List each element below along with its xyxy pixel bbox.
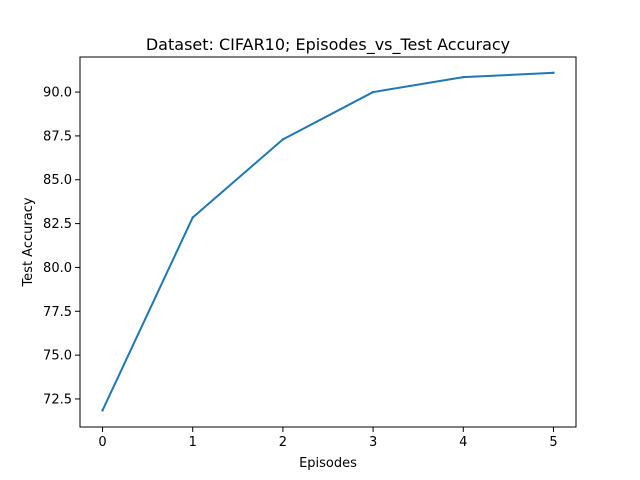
chart-title: Dataset: CIFAR10; Episodes_vs_Test Accur…	[146, 35, 510, 55]
y-axis: 72.5 75.0 77.5 80.0 82.5 85.0 87.5 90.0	[43, 86, 80, 407]
data-point	[371, 90, 375, 94]
y-tick-label: 72.5	[43, 392, 72, 407]
data-point	[101, 409, 104, 412]
x-axis-title: Episodes	[299, 456, 357, 471]
x-tick-label: 5	[549, 435, 557, 450]
series-layer	[101, 71, 555, 412]
y-axis-title: Test Accuracy	[21, 197, 36, 287]
y-tick-label: 87.5	[43, 129, 72, 144]
x-tick-label: 2	[279, 435, 287, 450]
plot-area	[79, 56, 577, 428]
y-tick-label: 82.5	[43, 217, 72, 232]
data-point	[462, 75, 465, 79]
y-tick-label: 77.5	[43, 305, 72, 320]
y-tick-label: 80.0	[43, 261, 72, 276]
x-axis: 0 1 2 3 4 5	[98, 427, 558, 450]
x-tick-label: 3	[369, 435, 377, 450]
data-point	[191, 216, 194, 219]
y-tick-label: 90.0	[43, 86, 72, 101]
x-tick-label: 4	[459, 435, 467, 450]
series-line-0	[101, 71, 555, 412]
y-tick-label: 85.0	[43, 173, 72, 188]
x-tick-label: 1	[189, 435, 197, 450]
y-tick-label: 75.0	[43, 349, 72, 364]
data-point	[281, 138, 285, 141]
data-point	[552, 71, 555, 74]
x-tick-label: 0	[98, 435, 106, 450]
